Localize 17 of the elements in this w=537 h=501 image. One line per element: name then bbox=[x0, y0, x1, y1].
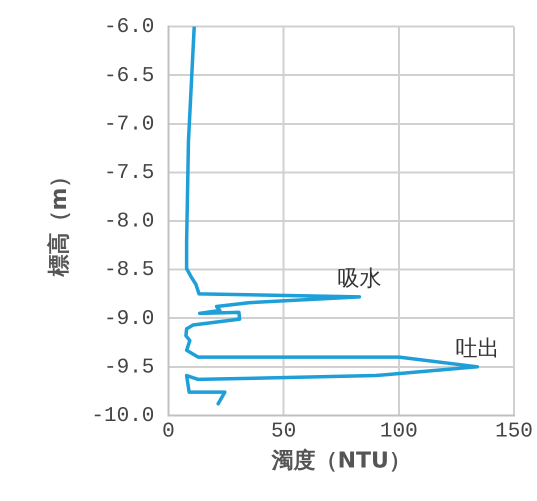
y-axis-title: 標高（m） bbox=[46, 166, 72, 278]
y-tick-label: -7.5 bbox=[104, 162, 154, 185]
x-tick-label: 0 bbox=[162, 420, 175, 444]
x-tick-label: 100 bbox=[380, 420, 418, 444]
y-tick-label: -6.0 bbox=[104, 16, 154, 40]
y-tick-label: -8.5 bbox=[104, 259, 154, 282]
y-tick-label: -6.5 bbox=[104, 64, 154, 88]
x-axis-title: 濁度（NTU） bbox=[270, 448, 411, 474]
y-tick-label: -9.0 bbox=[104, 308, 154, 331]
annotation: 吐出 bbox=[455, 336, 500, 362]
y-tick-label: -10.0 bbox=[91, 404, 154, 428]
y-tick-label: -9.5 bbox=[104, 356, 154, 380]
x-tick-label: 150 bbox=[495, 420, 533, 444]
y-tick-label: -8.0 bbox=[104, 210, 154, 234]
x-tick-label: 50 bbox=[270, 420, 296, 444]
annotation: 吸水 bbox=[337, 266, 382, 292]
y-tick-label: -7.0 bbox=[104, 113, 154, 136]
